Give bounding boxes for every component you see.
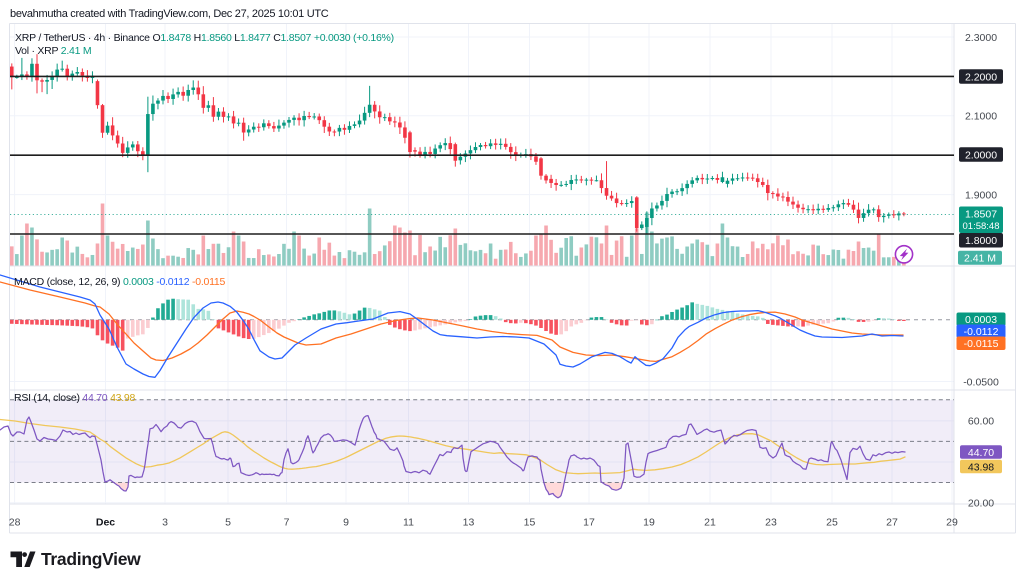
- svg-text:-0.0115: -0.0115: [964, 338, 999, 350]
- svg-text:2.2000: 2.2000: [965, 71, 997, 83]
- svg-text:0.0003: 0.0003: [965, 314, 997, 326]
- svg-text:29: 29: [946, 517, 958, 529]
- svg-text:1.8507: 1.8507: [965, 209, 997, 221]
- svg-text:28: 28: [9, 517, 21, 529]
- svg-text:44.70: 44.70: [968, 447, 994, 459]
- svg-text:15: 15: [524, 517, 536, 529]
- svg-text:2.41 M: 2.41 M: [964, 253, 996, 265]
- svg-text:19: 19: [643, 517, 655, 529]
- svg-text:43.98: 43.98: [968, 461, 994, 473]
- svg-text:Dec: Dec: [96, 517, 115, 529]
- svg-text:2.1000: 2.1000: [965, 111, 997, 123]
- svg-text:-0.0112: -0.0112: [964, 326, 999, 338]
- svg-text:Vol · XRP 2.41 M: Vol · XRP 2.41 M: [15, 45, 91, 57]
- svg-text:9: 9: [343, 517, 349, 529]
- svg-text:-0.0500: -0.0500: [963, 376, 999, 388]
- svg-text:1.9000: 1.9000: [965, 189, 997, 201]
- svg-text:TradingView: TradingView: [41, 549, 141, 569]
- svg-text:23: 23: [765, 517, 777, 529]
- svg-text:5: 5: [225, 517, 231, 529]
- svg-text:bevahmutha created with Tradin: bevahmutha created with TradingView.com,…: [10, 8, 329, 20]
- svg-text:RSI (14, close) 44.70 43.98: RSI (14, close) 44.70 43.98: [14, 392, 135, 404]
- svg-text:1.8000: 1.8000: [965, 235, 997, 247]
- svg-text:21: 21: [704, 517, 716, 529]
- svg-text:3: 3: [162, 517, 168, 529]
- svg-text:25: 25: [826, 517, 838, 529]
- svg-text:27: 27: [886, 517, 898, 529]
- svg-text:13: 13: [463, 517, 475, 529]
- svg-text:20.00: 20.00: [968, 497, 994, 509]
- svg-text:7: 7: [284, 517, 290, 529]
- svg-text:2.0000: 2.0000: [965, 149, 997, 161]
- svg-text:2.3000: 2.3000: [965, 32, 997, 44]
- svg-text:MACD (close, 12, 26, 9) 0.0003: MACD (close, 12, 26, 9) 0.0003 -0.0112 -…: [14, 276, 226, 288]
- svg-text:60.00: 60.00: [968, 415, 994, 427]
- svg-text:17: 17: [583, 517, 595, 529]
- svg-text:11: 11: [403, 517, 414, 529]
- svg-text:01:58:48: 01:58:48: [963, 221, 1000, 232]
- svg-text:XRP / TetherUS · 4h · Binance: XRP / TetherUS · 4h · Binance O1.8478 H1…: [15, 32, 394, 44]
